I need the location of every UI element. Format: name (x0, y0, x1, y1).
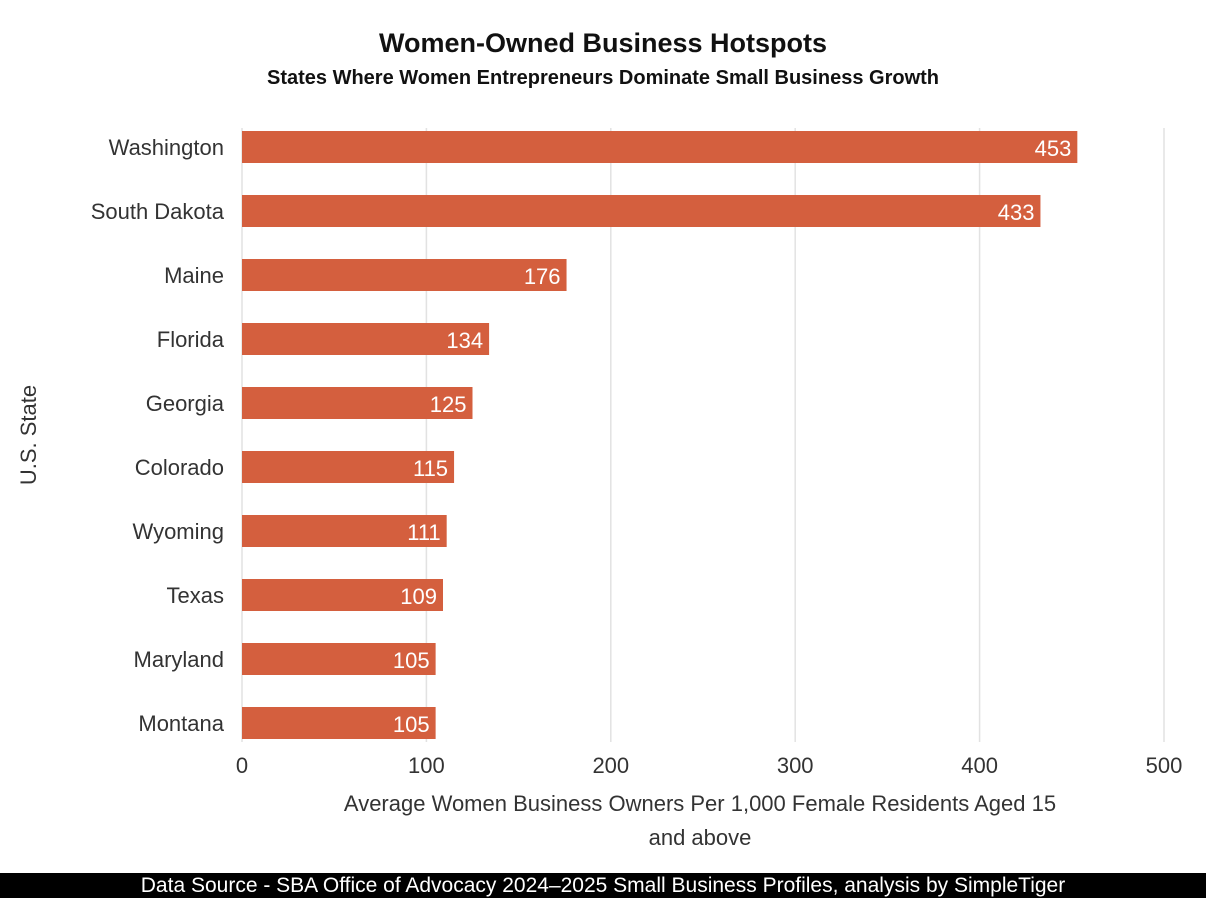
x-tick-label: 200 (592, 753, 629, 778)
x-axis-label: Average Women Business Owners Per 1,000 … (344, 791, 1056, 850)
data-label: 125 (430, 392, 467, 417)
y-tick-label: Florida (157, 327, 225, 352)
data-label: 134 (446, 328, 483, 353)
bar (242, 579, 443, 611)
y-tick-label: Washington (109, 135, 224, 160)
x-tick-label: 300 (777, 753, 814, 778)
y-tick-label: Montana (138, 711, 224, 736)
bar (242, 131, 1078, 163)
y-tick-label: Maryland (134, 647, 224, 672)
chart-subtitle: States Where Women Entrepreneurs Dominat… (266, 67, 939, 89)
data-label: 176 (524, 264, 561, 289)
data-label: 453 (1035, 136, 1072, 161)
x-tick-label: 400 (961, 753, 998, 778)
y-tick-label: Wyoming (133, 519, 225, 544)
bar (242, 643, 436, 675)
x-tick-label: 0 (236, 753, 248, 778)
x-tick-label: 500 (1146, 753, 1183, 778)
y-tick-label: South Dakota (91, 199, 225, 224)
y-tick-label: Georgia (146, 391, 225, 416)
y-axis-label: U.S. State (16, 385, 41, 485)
bar (242, 323, 490, 355)
data-label: 105 (393, 648, 430, 673)
bar (242, 387, 473, 419)
data-source-footer: Data Source - SBA Office of Advocacy 202… (0, 873, 1206, 898)
chart-title: Women-Owned Business Hotspots (378, 28, 828, 58)
data-label: 115 (413, 456, 448, 481)
data-label: 109 (400, 584, 437, 609)
data-label: 111 (407, 520, 440, 545)
bar (242, 259, 567, 291)
data-label: 105 (393, 712, 430, 737)
bar (242, 707, 436, 739)
x-tick-label: 100 (408, 753, 445, 778)
data-label: 433 (998, 200, 1035, 225)
bar (242, 515, 447, 547)
y-tick-label: Texas (167, 583, 224, 608)
bar (242, 195, 1041, 227)
y-tick-label: Maine (164, 263, 224, 288)
bar-chart: 0 100 200 300 400 500 Washington 453 South Dakot… (16, 128, 1183, 850)
y-tick-label: Colorado (135, 455, 224, 480)
bar (242, 451, 455, 483)
